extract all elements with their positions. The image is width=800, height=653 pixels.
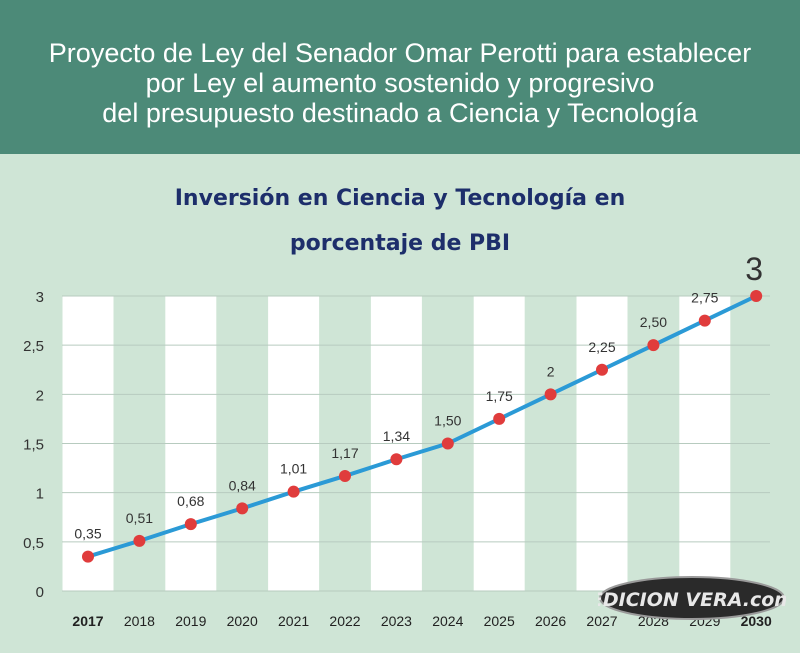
data-point [441, 437, 454, 450]
data-label: 1,50 [434, 413, 461, 429]
y-tick-label: 1 [36, 486, 44, 503]
x-tick-label: 2026 [535, 613, 566, 629]
title-banner: Proyecto de Ley del Senador Omar Perotti… [0, 0, 800, 154]
data-label: 1,01 [280, 461, 307, 477]
data-label: 0,84 [229, 477, 256, 493]
data-point [493, 412, 506, 425]
x-tick-label: 2019 [175, 613, 206, 629]
banner-title-line-3: del presupuesto destinado a Ciencia y Te… [102, 98, 698, 128]
data-label: 1,17 [331, 445, 358, 461]
x-tick-label: 2017 [72, 613, 103, 629]
data-point [133, 534, 146, 547]
data-point [596, 363, 608, 376]
banner-title-line-1: Proyecto de Ley del Senador Omar Perotti… [48, 38, 752, 68]
data-label: 3 [745, 251, 763, 287]
data-label: 2,25 [588, 339, 615, 355]
data-label: 0,51 [126, 510, 153, 526]
chart-title-line-1: Inversión en Ciencia y Tecnología en [174, 186, 626, 211]
x-tick-label: 2030 [741, 613, 772, 629]
data-label: 0,35 [74, 526, 101, 542]
data-point [82, 550, 94, 563]
x-tick-label: 2025 [484, 613, 515, 629]
y-tick-label: 2 [36, 387, 44, 404]
data-point [544, 388, 557, 401]
y-tick-label: 2,5 [23, 338, 44, 355]
y-tick-label: 1,5 [23, 437, 44, 454]
x-tick-label: 2027 [586, 613, 617, 629]
y-tick-label: 3 [36, 289, 44, 306]
series-line [87, 294, 758, 559]
data-label: 2,75 [691, 290, 718, 306]
data-point [750, 290, 763, 302]
data-label: 1,34 [383, 428, 410, 444]
x-tick-label: 2022 [329, 613, 360, 629]
x-tick-label: 2018 [124, 613, 155, 629]
x-tick-label: 2021 [278, 613, 309, 629]
x-tick-label: 2020 [227, 613, 258, 629]
y-tick-label: 0,5 [23, 535, 44, 552]
data-point [287, 485, 300, 498]
data-label: 0,68 [177, 493, 204, 509]
data-label: 2 [547, 363, 555, 379]
svg-text:EDICION VERA.com: EDICION VERA.com [598, 589, 786, 611]
x-tick-label: 2023 [381, 613, 412, 629]
data-point [184, 518, 197, 531]
banner-title-line-2: por Ley el aumento sostenido y progresiv… [145, 68, 655, 98]
data-point [390, 453, 403, 466]
data-point [698, 314, 711, 327]
x-tick-label: 2024 [432, 613, 463, 629]
chart-title-line-2: porcentaje de PBI [289, 231, 511, 256]
data-label: 2,50 [640, 314, 667, 330]
edicion-vera-logo: EDICION VERA.com [598, 576, 786, 620]
y-tick-label: 0 [36, 584, 44, 601]
data-label: 1,75 [486, 388, 513, 404]
data-point [236, 502, 249, 515]
data-point [339, 469, 351, 482]
data-point [647, 339, 660, 352]
